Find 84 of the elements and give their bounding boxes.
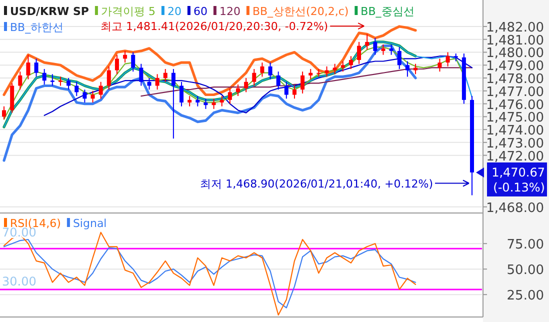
ref-line-label: 30.00 [2, 274, 36, 288]
candlestick [365, 34, 370, 50]
y-tick-label: 1,482.00 [486, 20, 544, 36]
legend-label: RSI(14,6) [10, 217, 61, 230]
candlestick [155, 74, 160, 90]
candlestick [26, 54, 30, 80]
candlestick [276, 71, 280, 90]
candlestick [58, 76, 62, 86]
candlestick [131, 52, 136, 72]
candlestick [357, 41, 362, 64]
candlestick [236, 84, 240, 97]
candlestick [268, 62, 272, 80]
candlestick [414, 63, 418, 75]
candlestick [381, 44, 386, 56]
candlestick [332, 63, 337, 75]
candlestick [212, 98, 216, 110]
legend-label: BB_중심선 [360, 5, 414, 18]
candlestick [18, 71, 22, 90]
legend-label: 가격이평 5 [100, 5, 156, 18]
candlestick [139, 63, 144, 86]
text: 1,470.67 [492, 165, 545, 180]
line-series [3, 238, 416, 308]
candlestick [220, 96, 224, 107]
line-series [2, 44, 417, 162]
annotation: 최저 1,468.90(2026/01/21,01:40, +0.12%) [200, 177, 433, 190]
candlestick [405, 60, 410, 78]
candlestick [228, 88, 232, 104]
y-tick-label: 1,480.00 [486, 46, 544, 62]
candlestick [114, 54, 119, 75]
y-tick-label: 75.00 [506, 238, 544, 253]
candlestick [50, 74, 54, 86]
y-tick-label: 1,475.00 [486, 110, 544, 126]
candlestick [397, 46, 402, 70]
candlestick [308, 68, 313, 80]
candlestick [163, 68, 168, 82]
candlestick [171, 68, 176, 140]
candlestick [82, 89, 87, 103]
candlestick [292, 85, 296, 100]
candlestick [98, 81, 103, 100]
y-tick-label: 1,476.00 [486, 98, 544, 113]
candlestick [188, 96, 192, 107]
y-tick-label: 1,477.00 [486, 84, 544, 100]
candlestick [244, 78, 248, 93]
legend-label: 60 [193, 5, 208, 18]
y-tick-label: 1,472.00 [486, 149, 544, 164]
text: (-0.13%) [493, 180, 545, 194]
y-tick-label: 1,474.00 [486, 124, 544, 139]
legend-label: 20 [167, 5, 182, 18]
candlestick [204, 98, 208, 110]
candlestick [324, 66, 329, 78]
candlestick [34, 58, 38, 78]
legend-label: BB_하한선 [10, 21, 64, 34]
legend-label: 120 [219, 5, 240, 18]
candlestick [438, 58, 442, 72]
candlestick [196, 96, 200, 107]
candlestick [42, 68, 46, 85]
y-tick-label: 1,479.00 [486, 59, 544, 74]
candlestick [252, 68, 256, 86]
annotation: 최고 1,481.41(2026/01/20,20:30, -0.72%) [100, 20, 328, 34]
candlestick [260, 62, 264, 78]
y-tick-label: 50.00 [506, 263, 544, 278]
y-tick-label: 1,468.00 [486, 200, 544, 216]
candlestick [66, 78, 71, 90]
candlestick [123, 50, 128, 64]
candlestick [389, 44, 394, 56]
y-tick-label: 25.00 [506, 288, 544, 304]
candlestick [180, 81, 184, 107]
candlestick [2, 106, 6, 120]
candlestick [74, 81, 79, 97]
candlestick [147, 78, 152, 90]
y-tick-label: 1,473.00 [486, 136, 544, 152]
candlestick [106, 66, 111, 90]
legend-label: Signal [72, 217, 107, 230]
candlestick [90, 90, 95, 103]
y-tick-label: 1,478.00 [486, 72, 544, 88]
y-tick-label: 1,481.00 [486, 33, 544, 48]
candlestick [348, 56, 353, 70]
legend-label: BB_상한선(20,2,c) [252, 5, 349, 18]
chart-title: USD/KRW SP [10, 5, 89, 18]
candlestick [373, 38, 378, 56]
candlestick [300, 71, 305, 94]
candlestick [340, 60, 345, 72]
candlestick [446, 52, 450, 67]
candlestick [284, 81, 288, 100]
